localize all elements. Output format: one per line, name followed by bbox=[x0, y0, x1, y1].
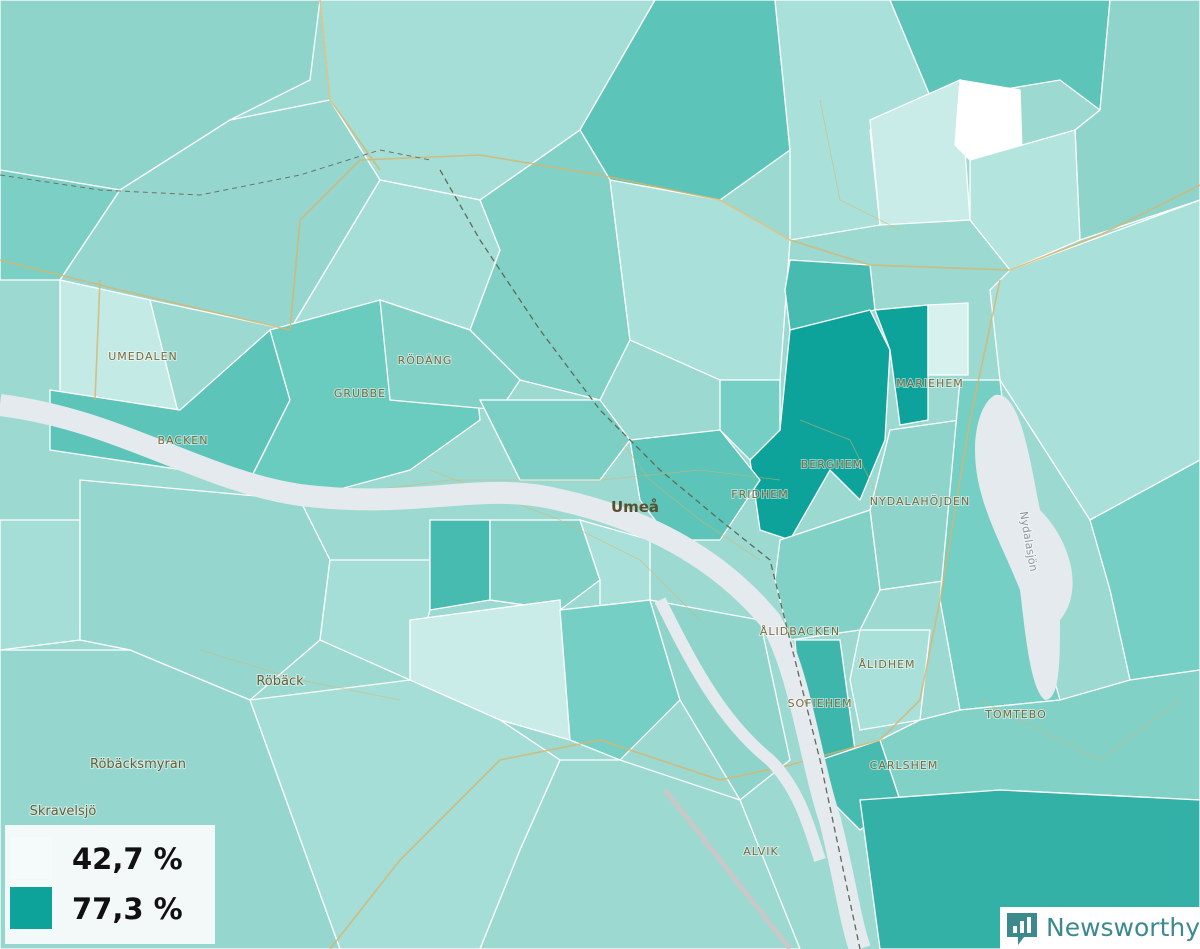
place-label: ÅLIDBACKEN bbox=[760, 625, 840, 638]
district bbox=[719, 379, 781, 461]
district bbox=[969, 129, 1081, 271]
district bbox=[0, 519, 81, 651]
place-label: BERGHEM bbox=[801, 458, 863, 471]
road bbox=[299, 469, 781, 501]
legend-swatch bbox=[10, 837, 52, 879]
road bbox=[799, 419, 881, 501]
railway bbox=[0, 149, 431, 196]
road bbox=[94, 279, 101, 401]
place-label: Röbäck bbox=[256, 674, 304, 689]
district bbox=[879, 669, 1200, 801]
place-label: BACKEN bbox=[158, 434, 209, 447]
airstrip bbox=[663, 788, 792, 949]
legend: 42,7 % 77,3 % bbox=[5, 825, 215, 944]
legend-swatch bbox=[10, 887, 52, 929]
district bbox=[478, 399, 631, 481]
road bbox=[819, 99, 901, 231]
river-branch bbox=[654, 597, 826, 862]
place-label: ÅLIDHEM bbox=[858, 658, 915, 671]
logo-text: Newsworthy bbox=[1046, 913, 1200, 942]
road bbox=[319, 0, 381, 171]
place-label: TOMTEBO bbox=[984, 708, 1047, 721]
place-label: MARIEHEM bbox=[896, 377, 964, 390]
legend-label: 42,7 % bbox=[72, 842, 183, 876]
place-label: ALVIK bbox=[743, 845, 778, 858]
district bbox=[379, 299, 521, 411]
city-label: Umeå bbox=[611, 498, 659, 516]
logo-icon-bar bbox=[1013, 926, 1017, 933]
road bbox=[0, 259, 291, 331]
road bbox=[619, 439, 761, 561]
road bbox=[199, 649, 401, 701]
district bbox=[869, 419, 961, 591]
district bbox=[409, 599, 571, 741]
place-label: CARLSHEM bbox=[870, 759, 939, 772]
place-label: NYDALAHÖJDEN bbox=[870, 495, 970, 508]
district bbox=[489, 519, 601, 611]
district bbox=[927, 302, 969, 376]
lake bbox=[975, 394, 1073, 700]
legend-label: 77,3 % bbox=[72, 892, 183, 926]
place-label: SOFIEHEM bbox=[788, 697, 853, 710]
logo-icon-bar bbox=[1020, 921, 1024, 933]
railway bbox=[439, 169, 861, 949]
logo: Newsworthy bbox=[1000, 907, 1200, 949]
place-label: Röbäcksmyran bbox=[90, 757, 186, 772]
place-label: GRUBBE bbox=[334, 387, 386, 400]
place-label: UMEDALEN bbox=[108, 350, 178, 363]
road bbox=[329, 279, 1001, 949]
road bbox=[979, 699, 1181, 761]
district bbox=[479, 759, 801, 949]
place-label: RÖDÄNG bbox=[398, 354, 453, 367]
place-labels: UMEDALEN BACKEN GRUBBE RÖDÄNG Umeå FRIDH… bbox=[29, 349, 1047, 859]
district bbox=[874, 304, 929, 426]
road bbox=[289, 154, 1200, 331]
river bbox=[0, 394, 871, 949]
district bbox=[559, 599, 681, 761]
district bbox=[849, 629, 931, 731]
district bbox=[429, 519, 491, 611]
logo-icon-bar bbox=[1027, 917, 1031, 933]
place-label: Skravelsjö bbox=[30, 804, 97, 819]
place-label: FRIDHEM bbox=[731, 488, 788, 501]
